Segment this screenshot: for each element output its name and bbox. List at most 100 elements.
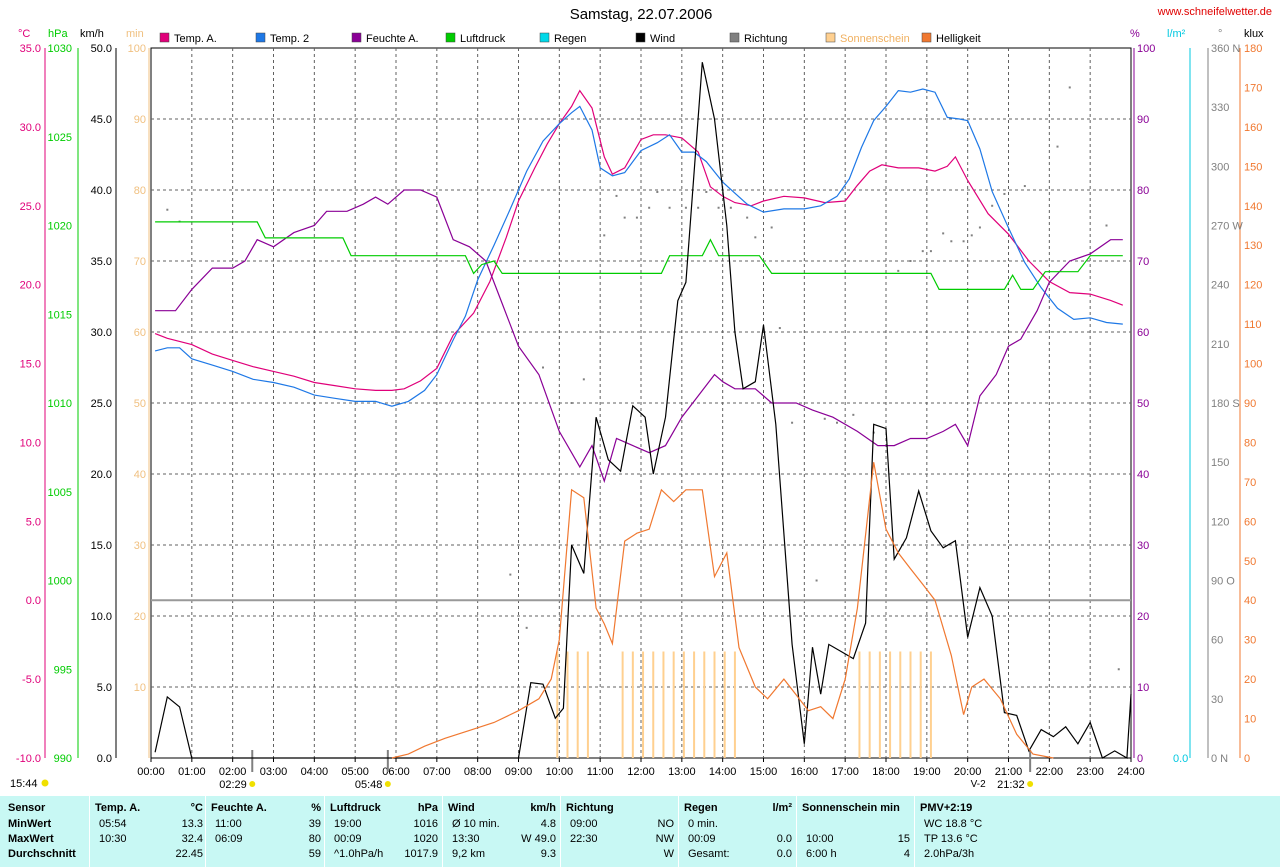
klux-tick-label: 180 bbox=[1244, 43, 1262, 55]
stats-unit: % bbox=[311, 802, 321, 814]
klux-tick-label: 20 bbox=[1244, 674, 1256, 686]
direction-dot bbox=[570, 402, 573, 404]
chart-title: Samstag, 22.07.2006 bbox=[570, 6, 713, 23]
axis-unit-humidity: % bbox=[1130, 28, 1140, 40]
x-tick-label: 24:00 bbox=[1117, 766, 1145, 778]
x-tick-label: 10:00 bbox=[546, 766, 574, 778]
stats-time: 6:00 h bbox=[806, 848, 837, 860]
stats-header: Richtung bbox=[566, 802, 614, 814]
stats-value: 13.3 bbox=[181, 818, 203, 830]
stats-value: NW bbox=[655, 833, 674, 845]
humidity-tick-label: 70 bbox=[1137, 256, 1149, 268]
minutes-tick-label: 10 bbox=[134, 682, 146, 694]
stats-value: 0.0 bbox=[776, 833, 792, 845]
klux-tick-label: 110 bbox=[1244, 319, 1262, 331]
temp-tick-label: 15.0 bbox=[20, 359, 41, 371]
direction-dot bbox=[909, 260, 912, 262]
wind-tick-label: 45.0 bbox=[91, 114, 112, 126]
klux-tick-label: 60 bbox=[1244, 516, 1256, 528]
stats-value: 9.3 bbox=[540, 848, 556, 860]
marker-dot bbox=[1027, 781, 1034, 787]
temp-tick-label: 35.0 bbox=[20, 43, 41, 55]
stats-value: 1016 bbox=[413, 818, 438, 830]
legend-item: Sonnenschein bbox=[825, 32, 910, 45]
legend-swatch bbox=[159, 32, 170, 43]
pressure-tick-label: 1020 bbox=[48, 221, 72, 233]
stats-header: Luftdruck bbox=[330, 802, 381, 814]
humidity-tick-label: 20 bbox=[1137, 611, 1149, 623]
direction-dot bbox=[509, 573, 512, 576]
humidity-tick-label: 10 bbox=[1137, 682, 1149, 694]
klux-tick-label: 160 bbox=[1244, 122, 1262, 134]
stats-time: 0 min. bbox=[688, 818, 718, 830]
x-tick-label: 21:00 bbox=[995, 766, 1023, 778]
klux-tick-label: 10 bbox=[1244, 714, 1256, 726]
direction-dot bbox=[729, 206, 732, 209]
stats-value: 32.4 bbox=[181, 833, 203, 845]
pressure-tick-label: 990 bbox=[54, 753, 72, 765]
site-link: www.schneifelwetter.de bbox=[1157, 6, 1272, 18]
direction-dot bbox=[1105, 224, 1108, 227]
direction-dot bbox=[635, 216, 638, 219]
x-tick-label: 11:00 bbox=[587, 766, 614, 778]
direction-dot bbox=[1023, 185, 1026, 188]
direction-dot bbox=[852, 413, 855, 416]
minutes-tick-label: 80 bbox=[134, 185, 146, 197]
x-tick-label: 12:00 bbox=[627, 766, 655, 778]
direction-dot bbox=[525, 626, 528, 629]
legend-swatch bbox=[729, 32, 740, 43]
direction-dot bbox=[684, 206, 687, 209]
axis-unit-rain: l/m² bbox=[1167, 28, 1186, 40]
humidity-tick-label: 50 bbox=[1137, 398, 1149, 410]
stats-divider bbox=[205, 796, 206, 867]
stats-divider bbox=[442, 796, 443, 867]
direction-dot bbox=[746, 216, 749, 219]
wind-tick-label: 20.0 bbox=[91, 469, 112, 481]
minutes-tick-label: 60 bbox=[134, 327, 146, 339]
direction-dot bbox=[970, 234, 973, 237]
wind-tick-label: 30.0 bbox=[91, 327, 112, 339]
direction-tick-label: 60 bbox=[1211, 635, 1223, 647]
x-tick-label: 17:00 bbox=[831, 766, 859, 778]
x-tick-label: 14:00 bbox=[709, 766, 737, 778]
stats-unit: l/m² bbox=[772, 802, 792, 814]
direction-dot bbox=[823, 417, 826, 420]
stats-header: Sonnenschein min bbox=[802, 802, 900, 814]
stats-unit: hPa bbox=[417, 802, 438, 814]
stats-value: 4 bbox=[903, 848, 910, 860]
x-tick-label: 13:00 bbox=[668, 766, 696, 778]
klux-tick-label: 130 bbox=[1244, 240, 1262, 252]
klux-tick-label: 140 bbox=[1244, 201, 1262, 213]
stats-value: 4.8 bbox=[540, 818, 556, 830]
wind-tick-label: 35.0 bbox=[91, 256, 112, 268]
stats-table: Sensor MinWert MaxWert Durchschnitt Temp. A.… bbox=[0, 796, 1280, 867]
legend-label: Temp. 2 bbox=[270, 33, 309, 45]
direction-tick-label: 270 W bbox=[1211, 221, 1243, 233]
stats-value: 15 bbox=[897, 833, 910, 845]
klux-tick-label: 90 bbox=[1244, 398, 1256, 410]
wind-tick-label: 50.0 bbox=[91, 43, 112, 55]
direction-dot bbox=[942, 232, 945, 235]
legend-item: Feuchte A. bbox=[351, 32, 419, 45]
klux-tick-label: 30 bbox=[1244, 635, 1256, 647]
stats-divider bbox=[324, 796, 325, 867]
temp-tick-label: 30.0 bbox=[20, 122, 41, 134]
direction-tick-label: 360 N bbox=[1211, 43, 1240, 55]
stats-header: Feuchte A. bbox=[211, 802, 267, 814]
stats-value: 22.45 bbox=[175, 848, 203, 860]
direction-dot bbox=[1003, 192, 1006, 195]
legend-label: Temp. A. bbox=[174, 33, 217, 45]
stats-divider bbox=[560, 796, 561, 867]
pressure-tick-label: 1005 bbox=[48, 487, 72, 499]
series-line-temp-2 bbox=[154, 88, 1123, 407]
x-tick-label: 15:00 bbox=[750, 766, 778, 778]
x-tick-label: 03:00 bbox=[260, 766, 288, 778]
legend-item: Wind bbox=[635, 32, 675, 45]
temp-tick-label: 10.0 bbox=[20, 437, 41, 449]
rain-tick-label: 0.0 bbox=[1173, 753, 1188, 765]
humidity-tick-label: 60 bbox=[1137, 327, 1149, 339]
stats-time: 9,2 km bbox=[452, 848, 486, 860]
marker-label: 21:32 bbox=[997, 779, 1025, 791]
marker-label: V-2 bbox=[971, 779, 986, 790]
marker-label: 02:29 bbox=[219, 779, 247, 791]
